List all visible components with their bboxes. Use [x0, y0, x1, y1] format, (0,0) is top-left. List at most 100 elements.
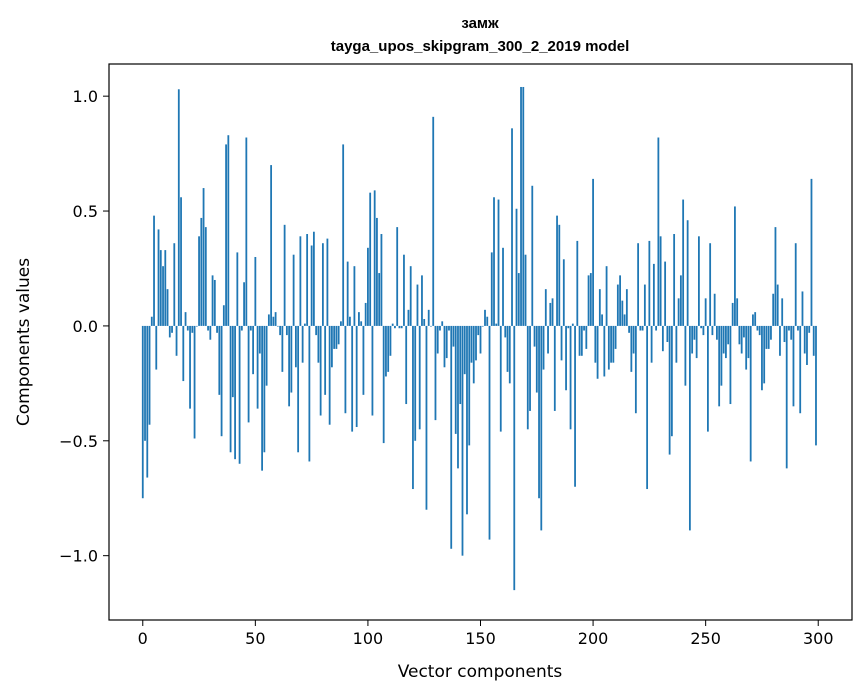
bar-297	[810, 178, 813, 326]
bar-81	[324, 325, 327, 395]
bar-170	[524, 254, 527, 326]
x-axis-ticks: 0 50 100 150 200 250 300	[138, 620, 834, 648]
bar-288	[790, 325, 793, 340]
bar-79	[319, 325, 322, 416]
bar-240	[682, 199, 685, 326]
bar-108	[385, 325, 387, 377]
bar-45	[243, 282, 245, 326]
bar-284	[781, 298, 784, 326]
bar-100	[367, 247, 369, 326]
bar-178	[542, 325, 545, 370]
bar-37	[225, 144, 227, 326]
bar-31	[211, 275, 214, 326]
bar-2	[146, 325, 149, 478]
bar-223	[643, 284, 646, 326]
bar-281	[774, 227, 777, 326]
bar-196	[583, 325, 585, 331]
bar-121	[414, 325, 417, 441]
bar-205	[603, 325, 606, 377]
bar-214	[623, 314, 626, 326]
bar-40	[231, 325, 234, 398]
bar-67	[292, 254, 295, 326]
bar-168	[520, 86, 522, 326]
bar-52	[258, 325, 261, 354]
bar-9	[162, 266, 164, 326]
bar-228	[655, 325, 658, 331]
bar-241	[684, 325, 687, 386]
x-tick-label: 300	[803, 629, 834, 648]
bar-106	[380, 234, 383, 326]
y-tick-label: 0.0	[73, 317, 98, 336]
bar-49	[252, 325, 254, 375]
bar-278	[767, 325, 770, 349]
bar-41	[234, 325, 236, 460]
bar-141	[459, 325, 462, 405]
bar-131	[436, 325, 439, 354]
bar-255	[716, 325, 718, 340]
bar-286	[785, 325, 788, 469]
bar-230	[659, 236, 662, 326]
bar-56	[267, 314, 270, 326]
bar-92	[349, 316, 351, 326]
bar-23	[193, 325, 196, 439]
bar-27	[202, 188, 205, 326]
bar-20	[186, 325, 189, 331]
bar-112	[394, 325, 396, 329]
bar-199	[589, 273, 592, 326]
bar-172	[529, 325, 531, 411]
bar-95	[355, 325, 358, 428]
bar-206	[605, 266, 608, 326]
bar-43	[238, 325, 241, 464]
x-tick-label: 150	[465, 629, 496, 648]
bar-295	[806, 325, 808, 365]
bar-267	[743, 325, 745, 338]
bar-177	[540, 325, 543, 531]
bar-208	[610, 325, 612, 363]
bar-279	[770, 325, 772, 340]
x-tick-label: 200	[578, 629, 609, 648]
bar-47	[247, 325, 250, 423]
bar-53	[261, 325, 263, 471]
bar-215	[625, 289, 628, 326]
bar-209	[612, 325, 615, 363]
bar-243	[688, 325, 691, 531]
bar-124	[421, 275, 423, 326]
bar-107	[382, 325, 385, 444]
bar-207	[607, 325, 610, 370]
bar-191	[571, 323, 574, 326]
bar-298	[812, 325, 815, 356]
bar-195	[580, 325, 583, 356]
bar-85	[333, 325, 336, 349]
bar-226	[650, 325, 653, 363]
y-tick-label: 1.0	[73, 87, 98, 106]
bar-193	[576, 240, 579, 326]
bar-203	[598, 289, 601, 326]
bar-237	[675, 325, 678, 363]
bar-212	[619, 275, 621, 326]
bar-36	[222, 305, 225, 326]
bar-93	[351, 325, 354, 432]
bar-32	[213, 279, 216, 326]
bar-201	[594, 325, 597, 363]
bar-269	[747, 325, 750, 359]
bar-133	[441, 321, 444, 326]
bar-173	[531, 185, 534, 326]
bar-221	[639, 325, 642, 331]
bar-96	[358, 312, 360, 326]
bar-44	[240, 325, 243, 331]
bar-229	[657, 137, 660, 326]
bar-253	[711, 325, 714, 336]
bar-287	[788, 325, 790, 331]
bar-219	[634, 325, 637, 414]
bar-166	[515, 208, 518, 326]
bar-39	[229, 325, 232, 453]
bar-75	[310, 245, 313, 326]
bar-24	[195, 325, 198, 327]
bar-189	[567, 325, 570, 329]
x-tick-label: 0	[138, 629, 148, 648]
bar-157	[495, 323, 498, 326]
bar-289	[792, 325, 795, 407]
bar-270	[749, 325, 752, 462]
bar-103	[373, 190, 376, 326]
bar-153	[486, 316, 489, 326]
